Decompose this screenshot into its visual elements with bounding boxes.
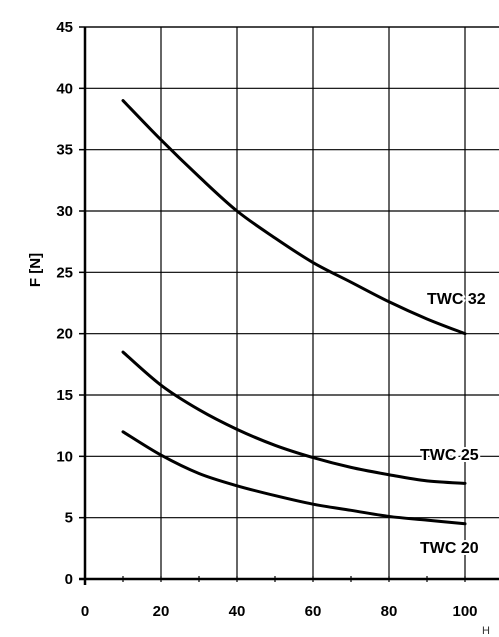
y-tick-label: 5 xyxy=(65,510,73,527)
series-label-twc-20: TWC 20 xyxy=(420,540,479,557)
y-tick-label: 15 xyxy=(56,387,73,404)
y-tick-label: 20 xyxy=(56,326,73,343)
series-label-twc-25: TWC 25 xyxy=(420,447,479,464)
y-axis-label: F [N] xyxy=(27,253,44,287)
y-tick-label: 0 xyxy=(65,571,73,588)
x-tick-label: 60 xyxy=(305,603,322,620)
x-axis-label: H xyxy=(482,625,490,637)
x-tick-label: 80 xyxy=(381,603,398,620)
x-tick-label: 100 xyxy=(452,603,477,620)
series-line-twc-32 xyxy=(121,99,467,336)
x-tick-label: 0 xyxy=(81,603,89,620)
x-tick-label: 40 xyxy=(229,603,246,620)
y-tick-label: 45 xyxy=(56,19,73,36)
series-lines xyxy=(121,99,467,526)
y-tick-label: 35 xyxy=(56,142,73,159)
series-line-twc-25 xyxy=(121,350,467,485)
y-tick-label: 25 xyxy=(56,264,73,281)
y-tick-label: 40 xyxy=(56,80,73,97)
y-tick-label: 10 xyxy=(56,448,73,465)
axes xyxy=(79,26,499,585)
x-tick-label: 20 xyxy=(153,603,170,620)
y-tick-label: 30 xyxy=(56,203,73,220)
series-labels: TWC 32 TWC 25 TWC 20 xyxy=(418,289,488,559)
y-tick-labels: 0 5 10 15 20 25 30 35 40 45 xyxy=(56,19,73,588)
x-tick-labels: 0 20 40 60 80 100 xyxy=(81,603,478,620)
series-line-twc-20 xyxy=(121,430,467,526)
series-label-twc-32: TWC 32 xyxy=(427,291,486,308)
